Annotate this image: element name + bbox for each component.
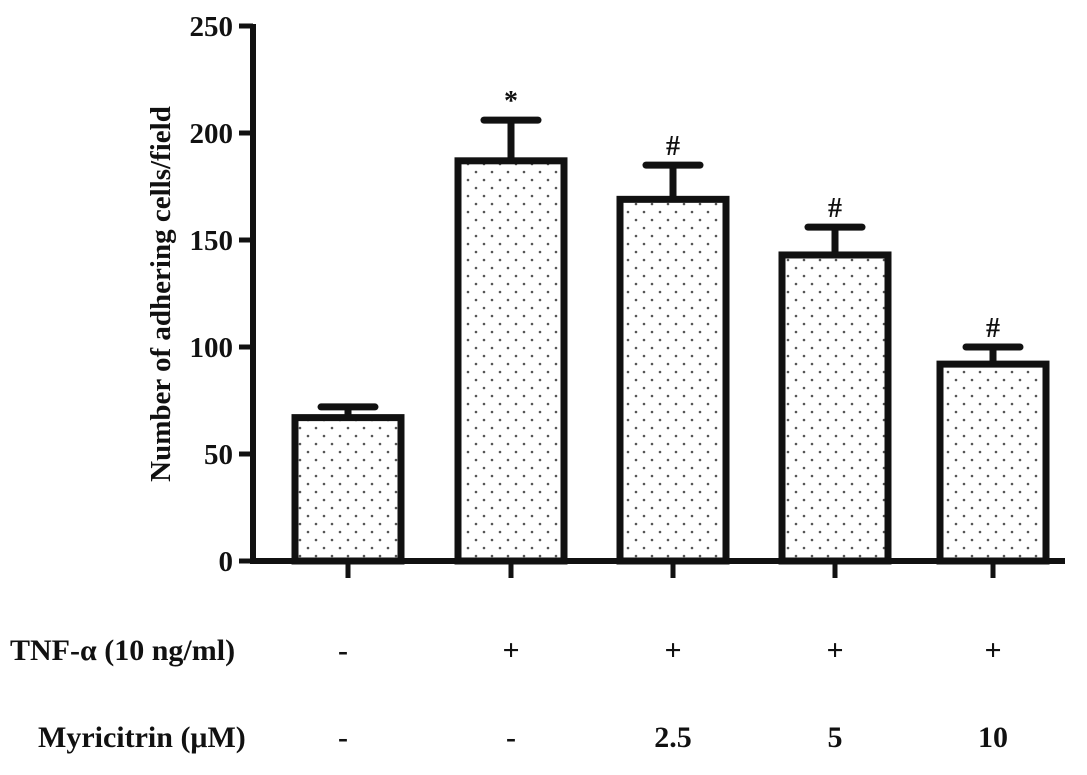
y-tick-label: 100 xyxy=(190,332,234,364)
y-tick-label: 150 xyxy=(190,225,234,257)
bar xyxy=(778,251,892,565)
condition-value: - xyxy=(338,634,348,667)
significance-marker: # xyxy=(986,313,1000,344)
y-tick-label: 0 xyxy=(219,546,234,578)
condition-value: 5 xyxy=(828,721,843,754)
condition-value: 10 xyxy=(978,721,1008,754)
condition-value: - xyxy=(338,721,348,754)
significance-marker: # xyxy=(828,193,842,224)
y-tick-label: 50 xyxy=(204,439,233,471)
significance-marker: * xyxy=(504,86,518,117)
bar xyxy=(454,157,568,565)
bar xyxy=(936,360,1050,565)
bar xyxy=(616,195,730,565)
condition-value: - xyxy=(506,721,516,754)
condition-label: TNF-α (10 ng/ml) xyxy=(10,634,235,667)
y-tick-label: 250 xyxy=(190,11,234,43)
condition-value: 2.5 xyxy=(654,721,692,754)
y-tick-label: 200 xyxy=(190,118,234,150)
significance-marker: # xyxy=(666,131,680,162)
y-axis-label: Number of adhering cells/field xyxy=(145,106,177,482)
condition-value: + xyxy=(502,634,519,667)
bar xyxy=(291,414,405,565)
condition-value: + xyxy=(984,634,1001,667)
condition-value: + xyxy=(664,634,681,667)
condition-value: + xyxy=(826,634,843,667)
condition-label: Myricitrin (μM) xyxy=(38,721,246,754)
